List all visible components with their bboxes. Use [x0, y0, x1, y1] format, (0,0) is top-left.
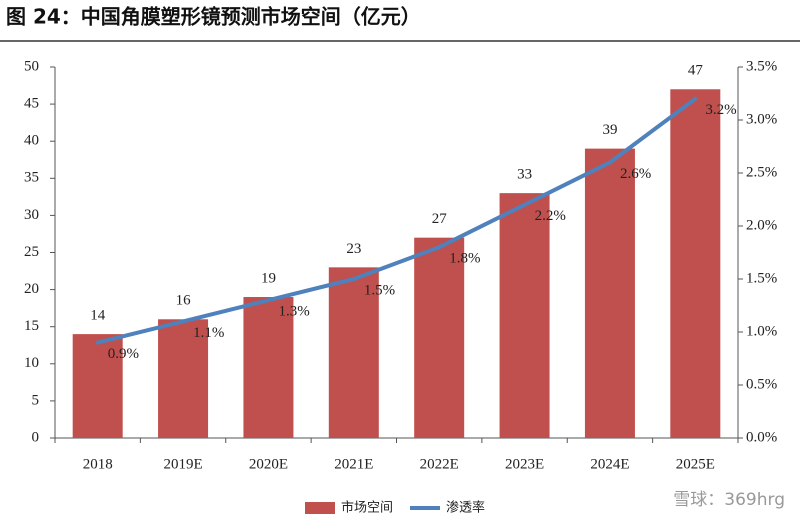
x-tick-label: 2020E: [249, 456, 288, 472]
y2-tick-label: 2.5%: [746, 164, 777, 180]
bar: [670, 89, 721, 438]
y-tick-label: 15: [24, 318, 39, 334]
line-value-label: 1.1%: [193, 325, 224, 341]
y2-tick-label: 0.0%: [746, 429, 777, 445]
x-tick-label: 2019E: [163, 456, 202, 472]
y-tick-label: 25: [24, 244, 39, 260]
y2-tick-label: 1.5%: [746, 270, 777, 286]
bar: [72, 334, 123, 438]
bar: [499, 193, 550, 438]
y-tick-label: 0: [32, 429, 40, 445]
bar: [328, 267, 379, 438]
line-value-label: 1.3%: [278, 304, 309, 320]
line-value-label: 1.5%: [364, 282, 395, 298]
bar-value-label: 19: [261, 270, 276, 286]
y2-tick-label: 3.5%: [746, 58, 777, 74]
bar: [414, 237, 465, 438]
bar-value-label: 23: [346, 241, 361, 257]
bar-value-label: 27: [432, 211, 448, 227]
y2-tick-label: 2.0%: [746, 217, 777, 233]
y-tick-label: 5: [32, 392, 40, 408]
legend-label: 市场空间: [341, 500, 393, 516]
bar-value-label: 14: [90, 308, 106, 324]
y2-tick-label: 1.0%: [746, 323, 777, 339]
rate-line: [95, 96, 698, 345]
bar: [243, 297, 294, 438]
x-tick-label: 2021E: [334, 456, 373, 472]
x-tick-label: 2024E: [590, 456, 629, 472]
y-tick-label: 10: [24, 355, 39, 371]
line-value-label: 2.6%: [620, 166, 651, 182]
y2-tick-label: 3.0%: [746, 111, 777, 127]
x-tick-label: 2022E: [420, 456, 459, 472]
y-tick-label: 50: [24, 58, 39, 74]
y-tick-label: 20: [24, 281, 39, 297]
x-tick-label: 2023E: [505, 456, 544, 472]
y-tick-label: 35: [24, 170, 39, 186]
bar: [584, 148, 635, 438]
watermark: 雪球：369hrg: [673, 490, 785, 510]
legend-label: 渗透率: [446, 500, 485, 516]
bar-value-label: 47: [688, 63, 704, 79]
y-tick-label: 45: [24, 96, 39, 112]
x-tick-label: 2025E: [676, 456, 715, 472]
line-value-label: 0.9%: [108, 346, 139, 362]
line-value-label: 3.2%: [705, 102, 736, 118]
bar: [158, 319, 209, 438]
line-value-label: 2.2%: [535, 208, 566, 224]
bar-value-label: 39: [602, 122, 617, 138]
legend-swatch: [305, 502, 335, 514]
y-tick-label: 30: [24, 207, 39, 223]
bar-value-label: 33: [517, 167, 532, 183]
bar-value-label: 16: [176, 293, 192, 309]
line-value-label: 1.8%: [449, 251, 480, 267]
y-tick-label: 40: [24, 133, 39, 149]
chart-title: 图 24：中国角膜塑形镜预测市场空间（亿元）: [6, 5, 421, 29]
x-tick-label: 2018: [83, 456, 113, 472]
y2-tick-label: 0.5%: [746, 376, 777, 392]
